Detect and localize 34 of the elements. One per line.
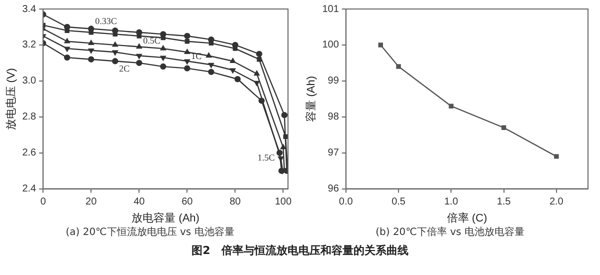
y-tick-label: 100 (322, 40, 340, 51)
x-tick-label: 0.5 (392, 196, 406, 208)
x-tick-label: 100 (274, 196, 292, 208)
caption: 图2 倍率与恒流放电电压和容量的关系曲线 (190, 243, 410, 258)
x-tick-label: 40 (134, 196, 146, 208)
series-label: 1.5C (258, 152, 275, 163)
series-label: 2C (119, 64, 130, 74)
x-tick-label: 0.0 (338, 196, 354, 208)
x-tick-label: 60 (182, 196, 194, 208)
text: (b) 20℃下倍率 vs 电池放电容量 (374, 226, 526, 240)
y-tick-label: 101 (322, 4, 340, 15)
y-tick-label: 99 (328, 76, 340, 87)
y-axis-title: 容量 (Ah) (304, 76, 318, 122)
series-label: 0.5C (143, 36, 160, 46)
y-tick-label: 3.4 (22, 4, 37, 15)
series-label: 0.33C (95, 16, 117, 26)
x-axis-title: 放电容量 (Ah) (132, 211, 200, 224)
x-tick-label: 1.0 (444, 196, 459, 208)
y-tick-label: 3.0 (22, 76, 37, 87)
x-tick-label: 1.5 (496, 196, 512, 208)
x-tick-label: 0 (40, 196, 46, 208)
y-tick-label: 98 (328, 112, 340, 123)
x-tick-label: 2.0 (549, 196, 564, 208)
y-tick-label: 2.6 (22, 148, 37, 159)
y-tick-label: 97 (328, 148, 340, 159)
y-tick-label: 2.4 (22, 184, 37, 195)
y-tick-label: 3.2 (22, 40, 37, 51)
x-axis-title: 倍率 (C) (446, 211, 488, 224)
x-tick-label: 20 (86, 196, 98, 208)
y-tick-label: 96 (328, 184, 340, 195)
y-tick-label: 2.8 (22, 112, 37, 123)
text: (a) 20℃下恒流放电电压 vs 电池容量 (64, 226, 236, 240)
y-axis-title: 放电电压 (V) (4, 68, 18, 130)
x-tick-label: 80 (230, 196, 242, 208)
